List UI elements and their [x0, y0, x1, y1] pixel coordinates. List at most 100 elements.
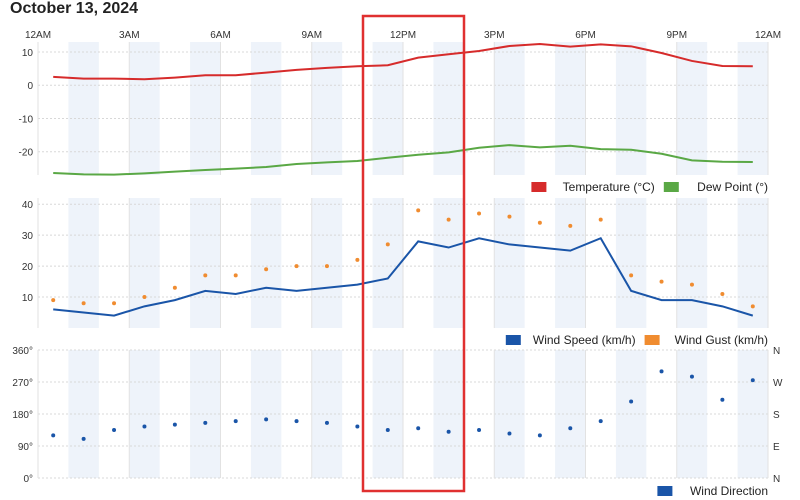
series-point-0: [568, 426, 573, 431]
hour-band: [676, 198, 708, 328]
series-point-1: [172, 285, 177, 290]
legend-swatch: [657, 486, 673, 496]
series-point-1: [507, 214, 512, 219]
hour-band: [129, 198, 160, 328]
series-point-0: [750, 378, 755, 383]
hour-band: [433, 42, 464, 175]
legend-label: Dew Point (°): [697, 180, 768, 194]
hour-band: [494, 42, 525, 175]
hour-band: [311, 42, 343, 175]
series-point-0: [689, 374, 694, 379]
y-tick-label: 10: [22, 48, 34, 59]
series-line-1: [53, 144, 753, 176]
x-tick-label: 6PM: [575, 30, 596, 41]
y-tick-label: 180°: [12, 410, 33, 421]
series-point-1: [720, 291, 725, 296]
hour-band: [737, 42, 768, 175]
hour-band: [250, 198, 282, 328]
y-tick-label: 270°: [12, 378, 33, 389]
y-tick-label: 40: [22, 200, 34, 211]
series-point-0: [629, 399, 634, 404]
series-point-0: [81, 436, 86, 441]
series-point-0: [203, 420, 208, 425]
y-tick-label-right: N: [773, 346, 780, 357]
y-tick-label-right: E: [773, 442, 780, 453]
series-point-1: [355, 257, 360, 262]
legend-swatch: [505, 335, 521, 345]
series-point-0: [720, 397, 725, 402]
y-tick-label: 0: [27, 81, 33, 92]
series-point-0: [659, 369, 664, 374]
x-tick-label: 3AM: [119, 30, 140, 41]
series-point-1: [264, 267, 269, 272]
series-line-0: [53, 236, 754, 317]
y-tick-label: 10: [22, 293, 34, 304]
series-point-1: [385, 242, 390, 247]
legend-swatch: [531, 182, 547, 192]
series-point-1: [416, 208, 421, 213]
series-point-1: [598, 217, 603, 222]
hour-band: [372, 198, 403, 328]
legend-swatch: [644, 335, 660, 345]
hour-band: [615, 42, 647, 175]
series-point-0: [507, 431, 512, 436]
legend-label: Wind Speed (km/h): [533, 333, 636, 347]
series-point-1: [294, 264, 299, 269]
series-point-0: [598, 419, 603, 424]
x-tick-label: 3PM: [484, 30, 505, 41]
series-point-1: [142, 295, 147, 300]
series-point-1: [750, 304, 755, 309]
y-tick-label: 30: [22, 231, 34, 242]
series-point-1: [81, 301, 86, 306]
hour-band: [737, 198, 768, 328]
hour-band: [433, 198, 464, 328]
series-point-0: [477, 428, 482, 432]
hour-band: [676, 42, 708, 175]
y-tick-label: 360°: [12, 346, 33, 357]
series-point-0: [112, 428, 117, 432]
y-tick-label-right: S: [773, 410, 780, 421]
x-tick-label: 9PM: [666, 30, 687, 41]
y-tick-label: 90°: [18, 442, 33, 453]
hour-band: [494, 198, 525, 328]
series-point-1: [233, 273, 238, 278]
series-point-1: [324, 264, 329, 269]
y-tick-label: -10: [19, 114, 34, 125]
hour-band: [555, 42, 586, 175]
hour-band: [68, 198, 99, 328]
x-tick-label: 9AM: [301, 30, 322, 41]
series-point-1: [537, 220, 542, 225]
highlight-box: [361, 14, 466, 493]
series-point-0: [385, 428, 390, 432]
y-tick-label: 20: [22, 262, 34, 273]
series-point-0: [355, 424, 360, 429]
series-point-1: [446, 217, 451, 222]
hour-band: [190, 42, 221, 175]
x-tick-label: 12AM: [25, 30, 51, 41]
x-tick-label: 6AM: [210, 30, 231, 41]
series-point-0: [416, 426, 421, 431]
y-tick-label-right: W: [773, 378, 783, 389]
series-point-0: [264, 417, 269, 422]
series-point-0: [172, 422, 177, 427]
y-tick-label: -20: [19, 148, 34, 159]
legend-label: Temperature (°C): [563, 180, 655, 194]
legend-label: Wind Gust (km/h): [675, 333, 768, 347]
x-tick-label: 12AM: [755, 30, 781, 41]
series-point-1: [629, 273, 634, 278]
series-point-1: [203, 273, 208, 278]
legend-label: Wind Direction: [690, 484, 768, 498]
series-point-0: [537, 433, 542, 438]
y-tick-label: 0°: [23, 474, 33, 485]
series-point-0: [294, 419, 299, 424]
hour-band: [555, 198, 586, 328]
series-point-1: [659, 279, 664, 284]
hour-band: [372, 42, 403, 175]
hour-band: [250, 42, 282, 175]
series-point-1: [112, 301, 117, 306]
hour-band: [68, 42, 99, 175]
hour-band: [190, 198, 221, 328]
series-point-1: [568, 223, 573, 228]
legend-swatch: [663, 182, 679, 192]
